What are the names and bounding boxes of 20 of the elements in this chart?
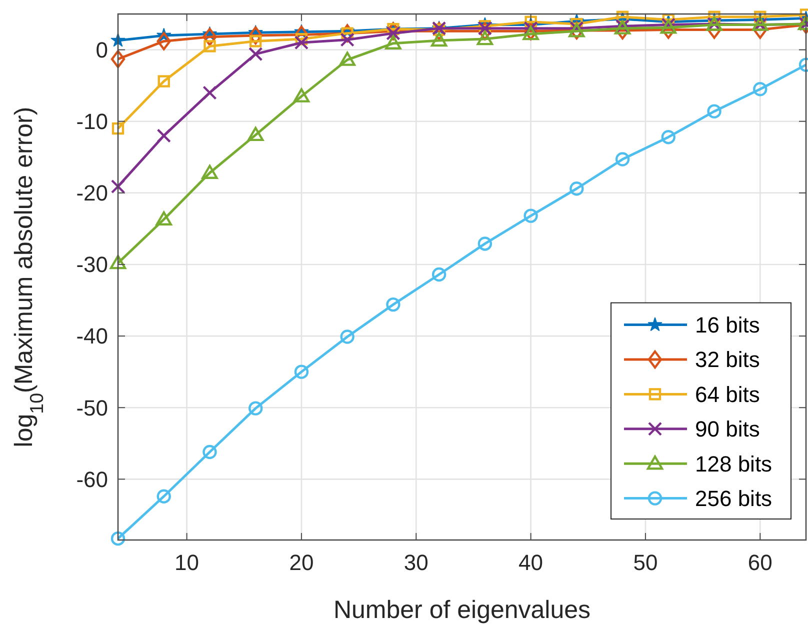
- legend-label: 256 bits: [695, 486, 772, 511]
- y-tick-label: 0: [96, 37, 108, 62]
- y-tick-label: -60: [76, 466, 108, 492]
- legend-label: 32 bits: [695, 347, 760, 372]
- y-tick-label: -40: [76, 324, 108, 349]
- x-tick-label: 30: [404, 550, 428, 575]
- y-tick-label: -50: [76, 395, 108, 420]
- legend-label: 128 bits: [695, 451, 772, 476]
- x-axis-title: Number of eigenvalues: [333, 596, 591, 624]
- x-tick-label: 40: [518, 550, 544, 575]
- x-tick-label: 10: [174, 550, 200, 575]
- x-tick-label: 20: [289, 550, 314, 575]
- x-tick-label: 60: [748, 550, 772, 575]
- legend-label: 90 bits: [695, 416, 760, 442]
- y-tick-label: -20: [76, 180, 108, 206]
- legend-label: 16 bits: [695, 312, 760, 338]
- y-tick-label: -30: [76, 252, 108, 278]
- legend-label: 64 bits: [695, 382, 760, 407]
- y-tick-label: -10: [76, 109, 108, 134]
- x-tick-label: 50: [633, 550, 658, 575]
